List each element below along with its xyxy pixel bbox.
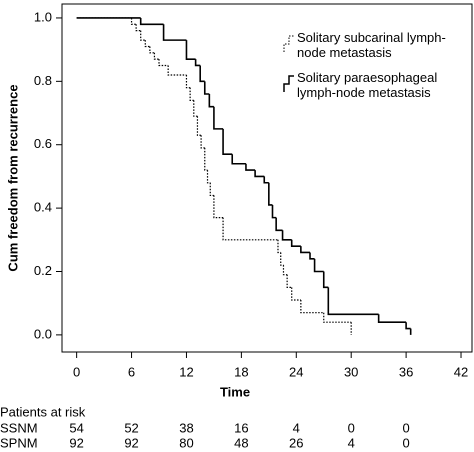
legend-icon	[283, 35, 294, 52]
km-step	[213, 106, 224, 130]
x-tick-label: 18	[234, 364, 248, 379]
km-step	[206, 170, 211, 184]
x-tick-label: 24	[289, 364, 303, 379]
km-step	[275, 217, 283, 232]
risk-count: 0	[348, 420, 355, 435]
risk-count: 92	[69, 435, 83, 450]
km-step	[263, 176, 269, 184]
km-step	[196, 116, 202, 136]
legend-icon	[283, 75, 294, 92]
risk-count: 38	[179, 420, 193, 435]
x-tick-label: 30	[344, 364, 358, 379]
legend-entry: Solitary paraesophageal lymph-node metas…	[297, 70, 438, 100]
risk-table-title: Patients at risk	[0, 404, 86, 419]
y-tick-label: 0.4	[34, 200, 52, 215]
km-step	[193, 100, 198, 117]
risk-count: 0	[402, 435, 409, 450]
km-step	[327, 287, 379, 316]
km-step	[280, 252, 284, 266]
risk-count: 16	[234, 420, 248, 435]
km-step	[204, 147, 208, 171]
km-step	[144, 40, 150, 48]
km-step	[231, 154, 246, 165]
x-tick-label: 6	[128, 364, 135, 379]
km-step	[405, 322, 411, 330]
risk-row-name: SPNM	[0, 435, 38, 450]
risk-row-name: SSNM	[0, 420, 38, 435]
risk-count: 4	[348, 435, 355, 450]
km-step	[277, 239, 281, 254]
km-step	[130, 17, 137, 25]
km-step	[313, 258, 324, 273]
km-step	[185, 40, 196, 60]
km-step	[185, 74, 191, 89]
km-step	[281, 230, 292, 241]
risk-count: 80	[179, 435, 193, 450]
km-step	[323, 312, 352, 323]
km-step	[208, 94, 214, 108]
risk-count: 26	[289, 435, 303, 450]
y-tick-label: 0.0	[34, 326, 52, 341]
x-tick-label: 42	[454, 364, 468, 379]
km-step	[209, 182, 214, 197]
x-tick-label: 0	[73, 364, 80, 379]
km-step	[149, 46, 155, 54]
km-step	[200, 135, 205, 149]
km-step	[222, 128, 233, 156]
km-step	[268, 182, 273, 206]
y-tick-label: 0.2	[34, 263, 52, 278]
km-step	[167, 65, 187, 76]
y-tick-label: 0.6	[34, 136, 52, 151]
km-step	[222, 217, 278, 241]
km-step	[245, 163, 256, 171]
km-step	[199, 65, 205, 83]
km-step	[203, 81, 210, 95]
km-step	[135, 24, 141, 32]
km-step	[140, 30, 146, 41]
km-step	[377, 314, 407, 324]
km-step	[158, 59, 169, 67]
km-step	[254, 170, 265, 178]
km-step	[300, 246, 311, 254]
risk-count: 48	[234, 435, 248, 450]
km-step	[300, 300, 324, 314]
km-step	[282, 265, 288, 276]
x-axis-label: Time	[220, 384, 250, 399]
x-tick-label: 12	[179, 364, 193, 379]
x-tick-label: 36	[399, 364, 413, 379]
risk-count: 4	[293, 420, 300, 435]
y-axis-label: Cum freedom from recurrence	[5, 84, 20, 271]
km-step	[286, 274, 292, 288]
risk-count: 92	[124, 435, 138, 450]
km-step	[309, 252, 315, 260]
km-step	[213, 195, 224, 219]
km-step	[189, 87, 194, 101]
km-step	[290, 239, 301, 247]
legend-entry: Solitary subcarinal lymph-node metastasi…	[297, 30, 446, 60]
risk-count: 54	[69, 420, 83, 435]
risk-count: 0	[402, 420, 409, 435]
km-step	[271, 204, 277, 219]
plot-frame	[61, 3, 473, 353]
y-tick-label: 0.8	[34, 73, 52, 88]
km-step	[194, 59, 201, 67]
km-step	[153, 52, 160, 60]
km-step	[291, 287, 301, 301]
y-tick-label: 1.0	[34, 9, 52, 24]
km-step	[162, 24, 187, 41]
risk-count: 52	[124, 420, 138, 435]
km-step	[322, 271, 329, 289]
km-step	[139, 17, 164, 26]
